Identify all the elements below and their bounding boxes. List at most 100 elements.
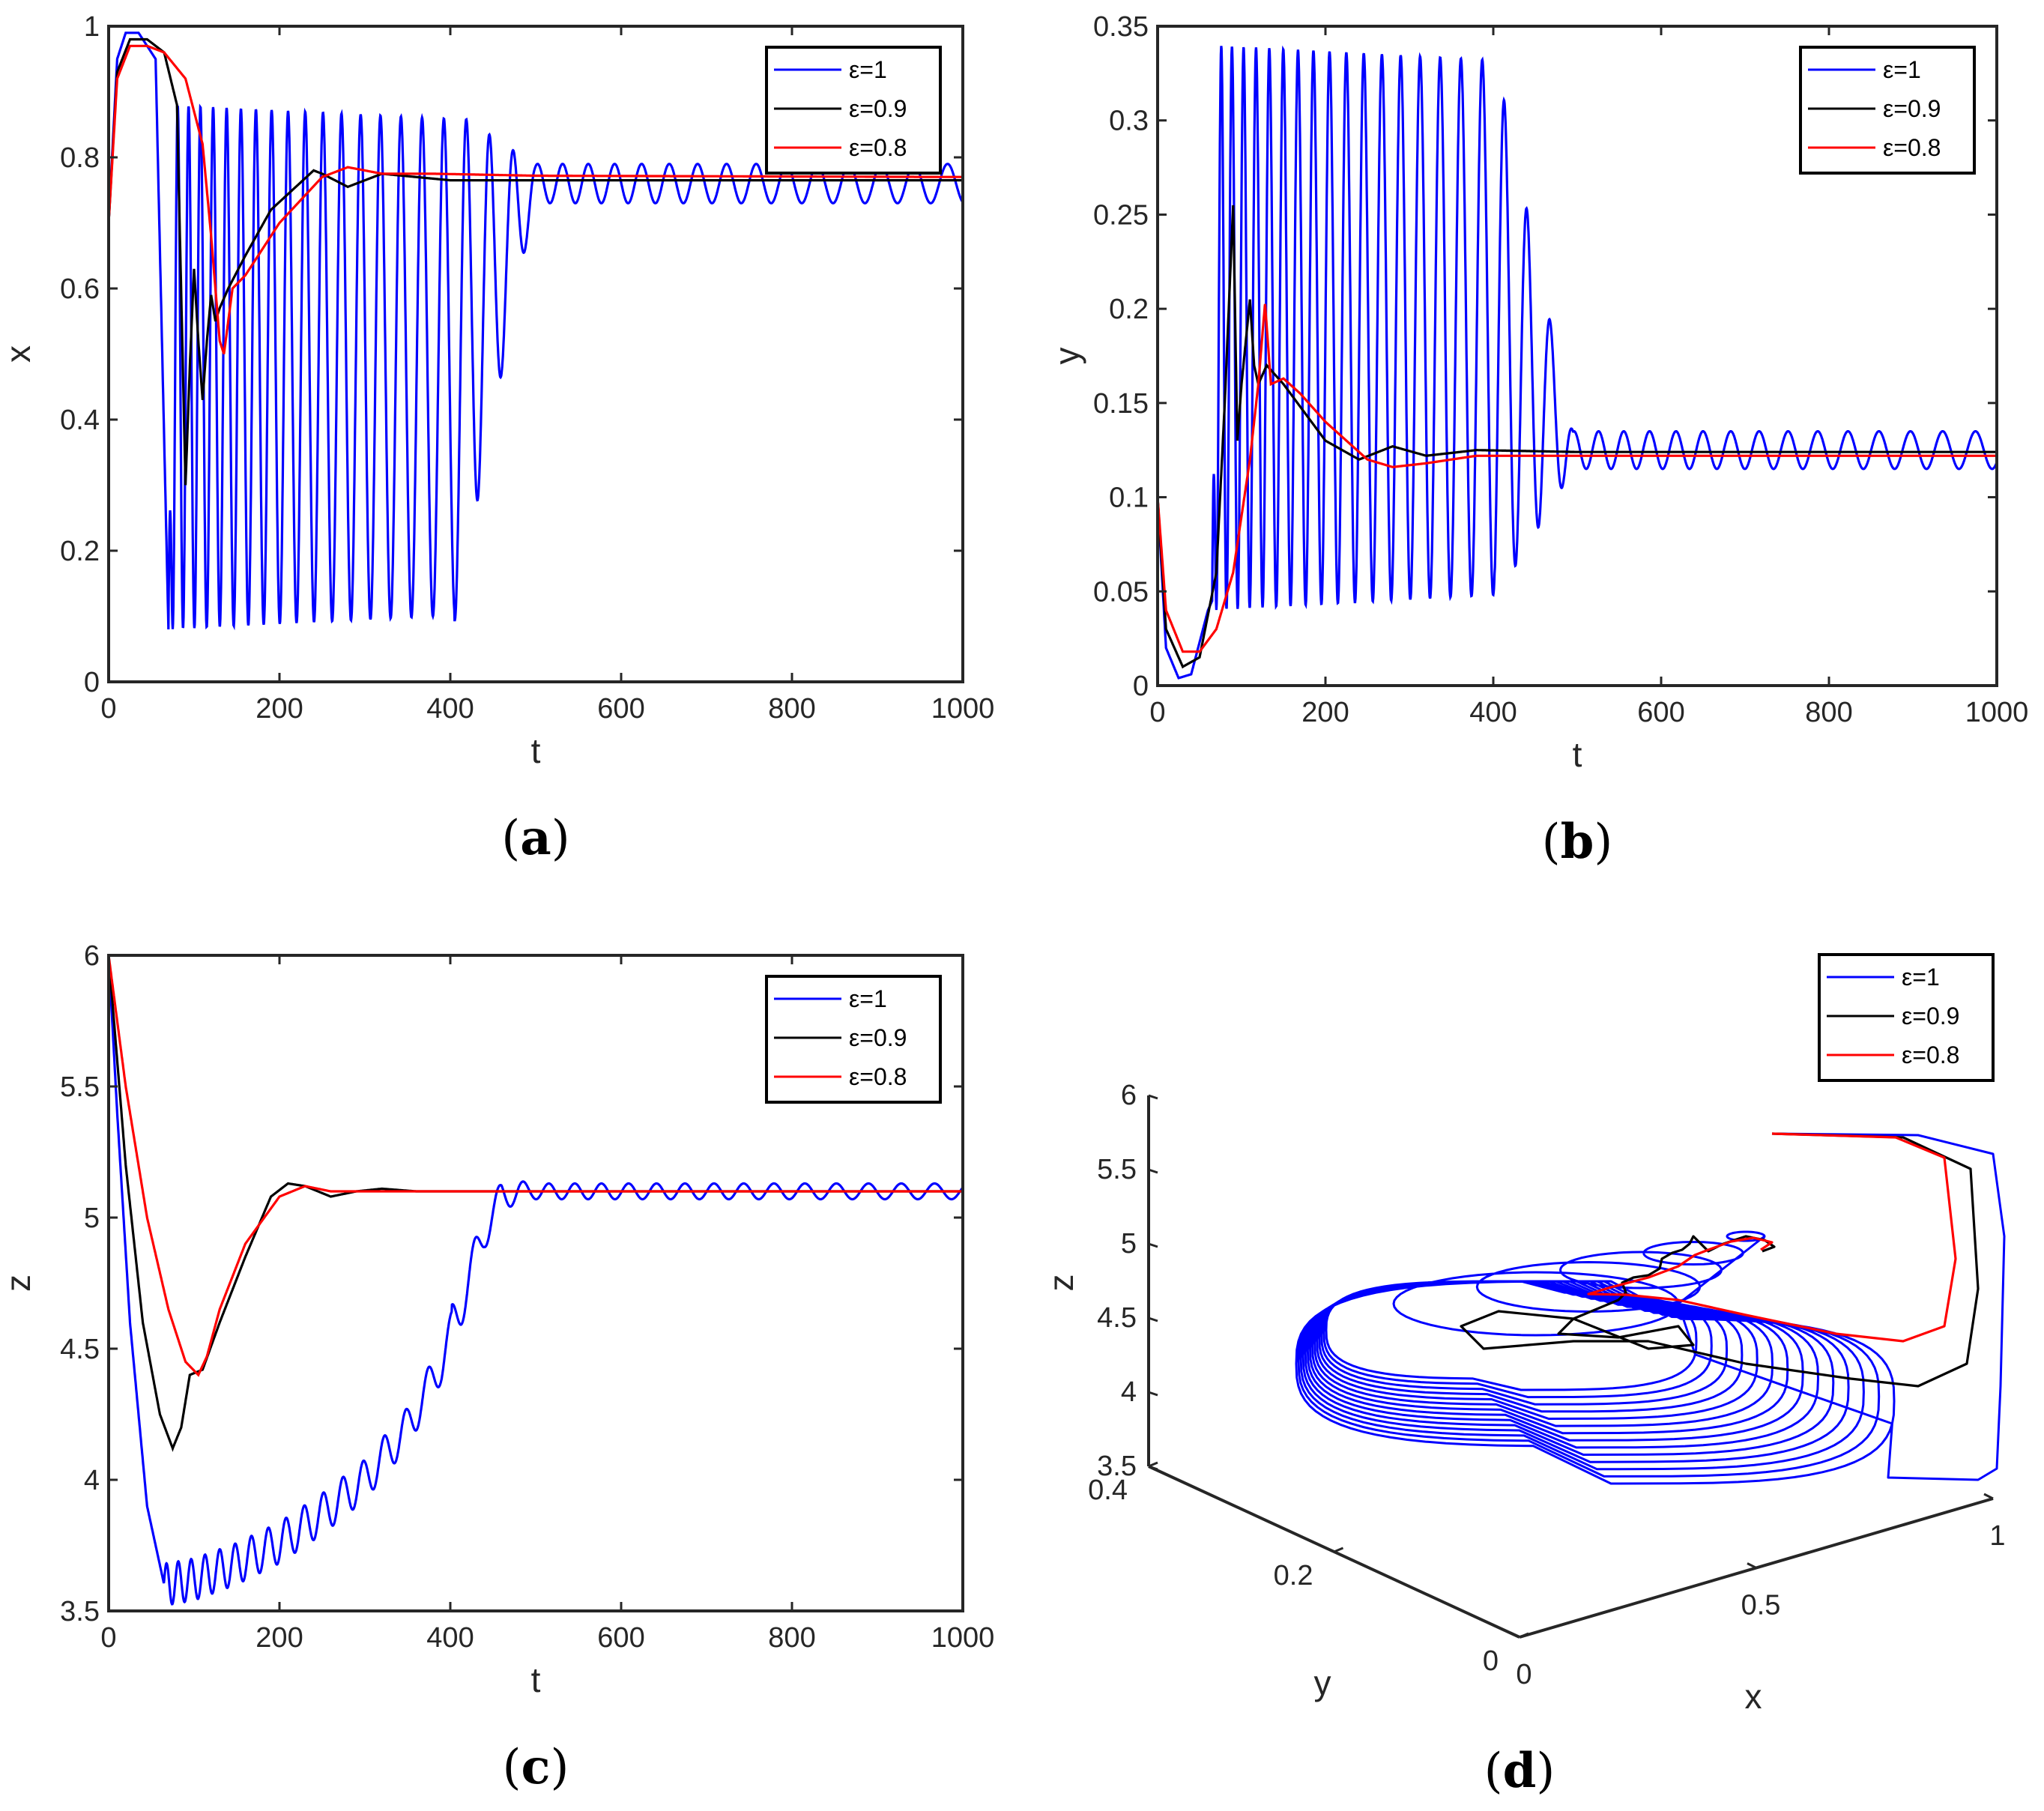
z-tick-d-2 — [1148, 1316, 1158, 1322]
y-tick-label-a-4: 0.8 — [60, 142, 100, 174]
x-tick-label-b-5: 1000 — [1965, 697, 2029, 728]
x-tick-label-c-2: 400 — [426, 1622, 474, 1654]
x-tick-label-a-4: 800 — [768, 693, 815, 725]
series-line-b-2 — [1158, 303, 1997, 653]
z-tick-label-d-3: 5 — [1121, 1228, 1137, 1260]
y-tick-label-b-4: 0.2 — [1109, 294, 1149, 325]
x-axis-label-c: t — [531, 1660, 541, 1699]
z-tick-label-d-1: 4 — [1121, 1376, 1137, 1408]
x-tick-label-a-2: 400 — [426, 693, 474, 725]
x-tick-label-a-3: 600 — [597, 693, 644, 725]
legend-label-c-2: ε=0.8 — [849, 1063, 907, 1090]
x-axis-label-a: t — [531, 731, 541, 770]
y-tick-label-a-2: 0.4 — [60, 405, 100, 436]
y-tick-label-c-1: 4 — [84, 1465, 100, 1496]
y-axis-label-d: y — [1314, 1663, 1331, 1702]
x-tick-label-a-5: 1000 — [931, 693, 995, 725]
x-tick-label-d-2: 1 — [1989, 1520, 2005, 1552]
z-tick-label-d-5: 6 — [1121, 1080, 1137, 1111]
panel-caption-b: (b) — [1542, 814, 1613, 870]
y-tick-label-c-5: 6 — [84, 940, 100, 972]
y-tick-label-c-4: 5.5 — [60, 1071, 100, 1103]
legend-label-c-1: ε=0.9 — [849, 1024, 907, 1051]
y-tick-label-d-2: 0.4 — [1088, 1475, 1128, 1506]
legend-box-d — [1818, 953, 1995, 1082]
series-line-d-1 — [1460, 1132, 1980, 1388]
y-tick-label-b-7: 0.35 — [1093, 11, 1149, 43]
x-tick-d-1 — [1747, 1562, 1757, 1569]
z-tick-d-0 — [1148, 1465, 1158, 1471]
panel-caption-letter-a: a — [520, 810, 551, 866]
x-tick-d-2 — [1983, 1493, 1994, 1500]
panel-caption-c: (c) — [503, 1739, 569, 1795]
x-tick-label-c-5: 1000 — [931, 1622, 995, 1654]
y-tick-label-a-1: 0.2 — [60, 536, 100, 567]
series-line-b-1 — [1158, 205, 1997, 669]
z-tick-d-5 — [1148, 1094, 1158, 1100]
series-line-d-2 — [1587, 1132, 1957, 1343]
x-tick-label-c-4: 800 — [768, 1622, 815, 1654]
y-tick-label-b-2: 0.1 — [1109, 483, 1149, 514]
x-tick-label-a-0: 0 — [100, 693, 116, 725]
x-tick-label-b-3: 600 — [1637, 697, 1684, 728]
y-tick-label-a-3: 0.6 — [60, 273, 100, 305]
y-tick-label-a-0: 0 — [84, 667, 100, 698]
legend-label-c-0: ε=1 — [849, 985, 887, 1012]
y-tick-label-b-6: 0.3 — [1109, 106, 1149, 137]
y-tick-label-b-3: 0.15 — [1093, 388, 1149, 420]
y-tick-label-d-0: 0 — [1483, 1645, 1499, 1677]
x-tick-label-b-1: 200 — [1301, 697, 1349, 728]
legend-box-c — [765, 975, 942, 1104]
series-line-a-1 — [109, 37, 963, 486]
z-tick-label-d-2: 4.5 — [1097, 1302, 1137, 1334]
panel-caption-letter-d: d — [1503, 1743, 1537, 1799]
legend-box-a — [765, 46, 942, 175]
z-tick-d-1 — [1148, 1391, 1158, 1397]
z-axis-label-d: z — [1041, 1275, 1080, 1292]
legend-label-a-1: ε=0.9 — [849, 95, 907, 122]
y-tick-label-b-5: 0.25 — [1093, 199, 1149, 231]
chart-c: 0 200 400 600 800 1000 3.5 4 4.5 5 5.5 6 t z ε=1 ε=0.9 ε… — [0, 940, 994, 1795]
legend-box-b — [1799, 46, 1976, 175]
y-tick-label-c-2: 4.5 — [60, 1334, 100, 1365]
z-tick-d-3 — [1148, 1242, 1158, 1248]
x-tick-label-c-0: 0 — [100, 1622, 116, 1654]
x-tick-label-b-0: 0 — [1149, 697, 1165, 728]
legend-label-b-1: ε=0.9 — [1883, 95, 1941, 122]
y-tick-label-c-0: 3.5 — [60, 1596, 100, 1627]
y-tick-label-a-5: 1 — [84, 11, 100, 43]
y-tick-label-b-0: 0 — [1133, 671, 1149, 702]
panel-caption-a: (a) — [501, 810, 569, 866]
legend-label-a-2: ε=0.8 — [849, 134, 907, 161]
y-axis-label-a: x — [0, 345, 37, 363]
x-tick-label-c-1: 200 — [256, 1622, 303, 1654]
x-tick-label-b-4: 800 — [1805, 697, 1852, 728]
y-tick-d-1 — [1333, 1547, 1344, 1553]
chart-b: 0 200 400 600 800 1000 0 0.05 0.1 0.15 0.2 0.25 0.3 0… — [1047, 11, 2028, 870]
y-tick-label-b-1: 0.05 — [1093, 576, 1149, 608]
legend-label-d-1: ε=0.9 — [1902, 1003, 1959, 1030]
x-tick-d-0 — [1510, 1631, 1520, 1639]
legend-label-d-0: ε=1 — [1902, 964, 1940, 991]
z-tick-label-d-4: 5.5 — [1097, 1154, 1137, 1185]
y-axis-label-b: y — [1047, 348, 1086, 365]
y-tick-label-c-3: 5 — [84, 1203, 100, 1234]
panel-caption-d: (d) — [1484, 1743, 1555, 1799]
x-tick-label-a-1: 200 — [256, 693, 303, 725]
x-axis-label-d: x — [1745, 1677, 1762, 1716]
y-tick-label-d-1: 0.2 — [1274, 1560, 1313, 1591]
axes-frame-a — [107, 25, 964, 683]
axes-frame-b — [1156, 25, 1998, 687]
series-line-c-2 — [109, 955, 963, 1377]
x-tick-label-b-2: 400 — [1469, 697, 1517, 728]
legend-label-a-0: ε=1 — [849, 56, 887, 83]
chart-a: 0 200 400 600 800 1000 0 0.2 0.4 0.6 0.8 1 t x ε=1 ε=0.… — [0, 11, 994, 866]
legend-label-b-2: ε=0.8 — [1883, 134, 1941, 161]
x-tick-label-c-3: 600 — [597, 1622, 644, 1654]
x-tick-label-d-1: 0.5 — [1741, 1590, 1781, 1621]
series-line-d-0 — [1295, 1132, 2006, 1485]
y-tick-d-0 — [1519, 1632, 1529, 1639]
axes-frame-c — [107, 954, 964, 1612]
x-tick-label-d-0: 0 — [1516, 1659, 1532, 1690]
